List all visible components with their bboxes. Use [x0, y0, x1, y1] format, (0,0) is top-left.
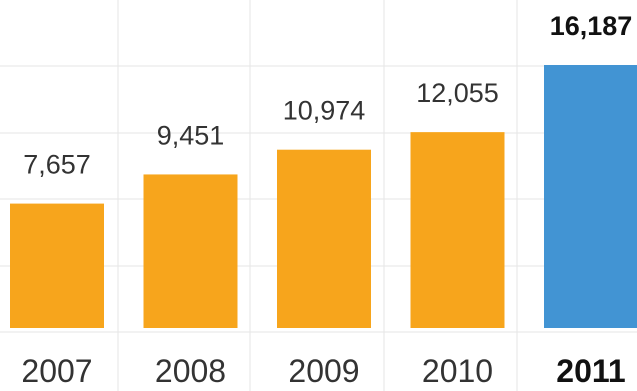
- value-label-2009: 10,974: [283, 96, 366, 126]
- value-label-2008: 9,451: [157, 120, 225, 150]
- value-label-2011: 16,187: [550, 11, 633, 41]
- x-axis-tick-labels: 2007 2008 2009 2010 2011: [21, 353, 625, 389]
- bar-2007: [10, 203, 104, 328]
- tick-label-2008: 2008: [155, 353, 226, 389]
- value-label-2007: 7,657: [23, 150, 91, 180]
- tick-label-2009: 2009: [288, 353, 359, 389]
- bar-2008: [143, 174, 238, 328]
- value-labels: 7,657 9,451 10,974 12,055 16,187: [23, 11, 632, 180]
- bar-2010: [410, 132, 505, 328]
- tick-label-2010: 2010: [422, 353, 493, 389]
- tick-label-2011: 2011: [556, 353, 625, 389]
- bars: [10, 65, 637, 328]
- bar-2009: [277, 149, 371, 328]
- tick-label-2007: 2007: [21, 353, 92, 389]
- bar-2011: [544, 65, 637, 328]
- value-label-2010: 12,055: [416, 78, 499, 108]
